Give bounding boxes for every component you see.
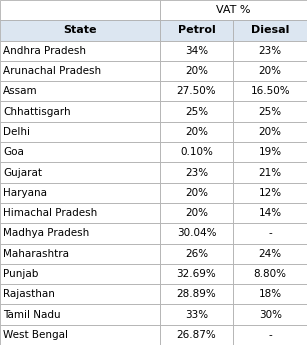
Bar xyxy=(160,325,233,345)
Text: 30.04%: 30.04% xyxy=(177,228,216,238)
Bar xyxy=(233,61,307,81)
Text: 0.10%: 0.10% xyxy=(180,147,213,157)
Text: Petrol: Petrol xyxy=(178,26,215,36)
Bar xyxy=(160,41,233,61)
Text: West Bengal: West Bengal xyxy=(3,330,68,340)
Bar xyxy=(233,304,307,325)
Bar xyxy=(160,264,233,284)
Bar xyxy=(160,61,233,81)
Text: Arunachal Pradesh: Arunachal Pradesh xyxy=(3,66,101,76)
Text: Tamil Nadu: Tamil Nadu xyxy=(3,309,61,319)
Bar xyxy=(160,223,233,244)
Text: 20%: 20% xyxy=(185,188,208,198)
Text: 20%: 20% xyxy=(259,66,282,76)
Text: 23%: 23% xyxy=(258,46,282,56)
Bar xyxy=(0,264,160,284)
Bar xyxy=(233,142,307,162)
Text: Gujarat: Gujarat xyxy=(3,168,42,177)
Bar xyxy=(0,61,160,81)
Text: Assam: Assam xyxy=(3,86,38,96)
Bar xyxy=(233,41,307,61)
Text: 25%: 25% xyxy=(258,107,282,117)
Bar xyxy=(160,0,307,20)
Bar xyxy=(233,122,307,142)
Text: 20%: 20% xyxy=(185,127,208,137)
Bar xyxy=(233,264,307,284)
Bar xyxy=(233,284,307,304)
Bar xyxy=(0,81,160,101)
Bar xyxy=(233,325,307,345)
Bar xyxy=(160,284,233,304)
Text: Himachal Pradesh: Himachal Pradesh xyxy=(3,208,97,218)
Text: 18%: 18% xyxy=(258,289,282,299)
Bar xyxy=(233,162,307,183)
Text: 27.50%: 27.50% xyxy=(177,86,216,96)
Bar xyxy=(160,244,233,264)
Text: 12%: 12% xyxy=(258,188,282,198)
Bar xyxy=(233,81,307,101)
Text: Punjab: Punjab xyxy=(3,269,38,279)
Bar xyxy=(0,244,160,264)
Bar xyxy=(0,223,160,244)
Text: State: State xyxy=(63,26,97,36)
Bar xyxy=(160,101,233,122)
Text: 24%: 24% xyxy=(258,249,282,259)
Text: Rajasthan: Rajasthan xyxy=(3,289,55,299)
Text: VAT %: VAT % xyxy=(216,5,251,15)
Bar xyxy=(160,162,233,183)
Text: Andhra Pradesh: Andhra Pradesh xyxy=(3,46,86,56)
Text: 14%: 14% xyxy=(258,208,282,218)
Bar xyxy=(0,162,160,183)
Bar xyxy=(160,81,233,101)
Text: Chhattisgarh: Chhattisgarh xyxy=(3,107,71,117)
Text: 26%: 26% xyxy=(185,249,208,259)
Bar xyxy=(0,203,160,223)
Bar xyxy=(233,223,307,244)
Text: 20%: 20% xyxy=(185,208,208,218)
Bar xyxy=(160,304,233,325)
Bar xyxy=(0,284,160,304)
Bar xyxy=(0,0,160,20)
Bar xyxy=(160,203,233,223)
Bar xyxy=(0,41,160,61)
Text: -: - xyxy=(268,330,272,340)
Bar xyxy=(160,183,233,203)
Bar xyxy=(233,183,307,203)
Bar xyxy=(0,304,160,325)
Bar xyxy=(0,325,160,345)
Text: Goa: Goa xyxy=(3,147,24,157)
Text: Diesal: Diesal xyxy=(251,26,290,36)
Bar xyxy=(0,20,160,41)
Bar xyxy=(233,20,307,41)
Text: 20%: 20% xyxy=(185,66,208,76)
Text: 26.87%: 26.87% xyxy=(177,330,216,340)
Text: 19%: 19% xyxy=(258,147,282,157)
Text: 34%: 34% xyxy=(185,46,208,56)
Bar xyxy=(233,244,307,264)
Text: 8.80%: 8.80% xyxy=(254,269,287,279)
Bar xyxy=(160,20,233,41)
Text: -: - xyxy=(268,228,272,238)
Text: 32.69%: 32.69% xyxy=(177,269,216,279)
Bar xyxy=(0,142,160,162)
Text: 28.89%: 28.89% xyxy=(177,289,216,299)
Text: 33%: 33% xyxy=(185,309,208,319)
Bar xyxy=(160,122,233,142)
Text: Haryana: Haryana xyxy=(3,188,47,198)
Text: 23%: 23% xyxy=(185,168,208,177)
Text: Maharashtra: Maharashtra xyxy=(3,249,69,259)
Bar xyxy=(0,183,160,203)
Text: Delhi: Delhi xyxy=(3,127,30,137)
Bar xyxy=(160,142,233,162)
Text: 16.50%: 16.50% xyxy=(250,86,290,96)
Bar xyxy=(233,203,307,223)
Text: 30%: 30% xyxy=(259,309,282,319)
Text: 25%: 25% xyxy=(185,107,208,117)
Text: Madhya Pradesh: Madhya Pradesh xyxy=(3,228,89,238)
Bar xyxy=(0,122,160,142)
Bar xyxy=(0,101,160,122)
Text: 20%: 20% xyxy=(259,127,282,137)
Text: 21%: 21% xyxy=(258,168,282,177)
Bar xyxy=(233,101,307,122)
